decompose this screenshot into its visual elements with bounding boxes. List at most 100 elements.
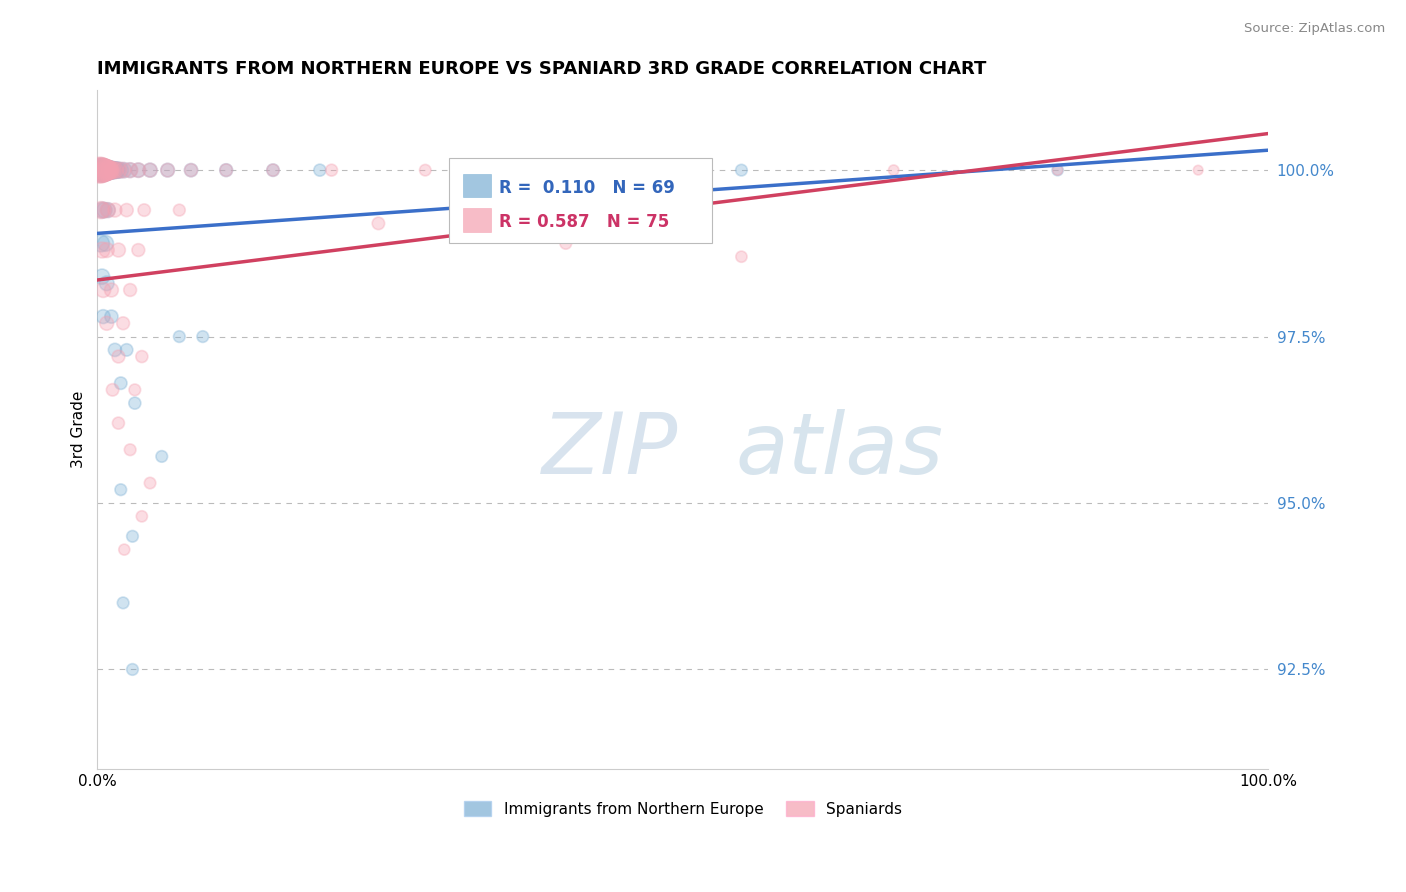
Point (105, 163, 128, 178)
Point (180, 163, 202, 178)
Point (120, 163, 142, 178)
Point (107, 163, 129, 178)
Point (91, 269, 114, 284)
Point (100, 310, 122, 324)
Point (308, 163, 330, 178)
Point (90, 163, 112, 178)
Text: atlas: atlas (735, 409, 943, 491)
Point (91, 163, 114, 178)
Point (124, 383, 146, 397)
Point (93, 163, 115, 178)
Point (120, 283, 142, 297)
Point (105, 163, 128, 178)
Point (169, 329, 191, 343)
Point (91, 203, 114, 218)
Point (112, 163, 135, 178)
Point (91, 243, 114, 257)
Point (121, 662, 143, 676)
Point (139, 163, 162, 178)
Point (531, 163, 554, 178)
Point (91, 203, 114, 218)
Point (96, 243, 118, 257)
Point (107, 350, 129, 364)
Point (112, 542, 135, 557)
Point (215, 163, 238, 178)
Point (321, 163, 343, 178)
Point (1046, 163, 1069, 178)
Point (131, 509, 153, 524)
Point (97, 163, 120, 178)
Point (96, 163, 118, 178)
Point (262, 163, 284, 178)
Point (96, 163, 118, 178)
Point (101, 163, 124, 178)
Point (127, 163, 149, 178)
Point (115, 343, 138, 357)
Point (101, 163, 124, 178)
Point (139, 476, 162, 491)
Point (110, 376, 132, 391)
Point (110, 163, 132, 178)
Point (554, 236, 576, 251)
Point (91, 283, 114, 297)
Point (98, 163, 121, 178)
Point (98, 163, 121, 178)
Text: R = 0.587   N = 75: R = 0.587 N = 75 (499, 213, 669, 231)
Point (104, 163, 127, 178)
FancyBboxPatch shape (449, 158, 713, 243)
Point (96, 277, 118, 291)
Point (367, 216, 389, 230)
Point (94, 236, 117, 251)
Point (139, 163, 162, 178)
Point (695, 163, 717, 178)
FancyBboxPatch shape (463, 174, 491, 197)
Point (91, 163, 114, 178)
Point (1187, 163, 1209, 178)
Point (97, 203, 120, 218)
Point (262, 163, 284, 178)
Point (121, 529, 143, 543)
Point (191, 329, 214, 343)
FancyBboxPatch shape (463, 208, 491, 232)
Point (107, 243, 129, 257)
Point (107, 416, 129, 430)
Point (98, 163, 121, 178)
Point (156, 163, 179, 178)
Point (150, 450, 173, 464)
Point (91, 163, 114, 178)
Point (89, 163, 111, 178)
Point (91, 310, 114, 324)
Point (115, 203, 138, 218)
Point (169, 203, 191, 218)
Text: ZIP: ZIP (543, 409, 679, 491)
Point (156, 163, 179, 178)
Point (413, 163, 436, 178)
Point (90, 163, 112, 178)
Point (97, 203, 120, 218)
Point (90, 203, 112, 218)
Legend: Immigrants from Northern Europe, Spaniards: Immigrants from Northern Europe, Spaniar… (458, 795, 908, 822)
Point (730, 163, 752, 178)
Point (97, 163, 120, 178)
Point (112, 316, 135, 330)
Point (96, 316, 118, 330)
Text: Source: ZipAtlas.com: Source: ZipAtlas.com (1244, 22, 1385, 36)
Point (134, 203, 156, 218)
Point (124, 396, 146, 410)
Text: R =  0.110   N = 69: R = 0.110 N = 69 (499, 178, 675, 197)
Point (91, 163, 114, 178)
Point (112, 596, 135, 610)
Point (104, 343, 127, 357)
Point (1046, 163, 1069, 178)
Point (103, 163, 125, 178)
Point (120, 163, 142, 178)
Point (110, 483, 132, 497)
Point (127, 243, 149, 257)
Text: IMMIGRANTS FROM NORTHERN EUROPE VS SPANIARD 3RD GRADE CORRELATION CHART: IMMIGRANTS FROM NORTHERN EUROPE VS SPANI… (97, 60, 987, 78)
Point (104, 203, 127, 218)
Point (104, 163, 127, 178)
Point (100, 283, 122, 297)
Point (93, 203, 115, 218)
Point (107, 163, 129, 178)
Point (120, 442, 142, 457)
